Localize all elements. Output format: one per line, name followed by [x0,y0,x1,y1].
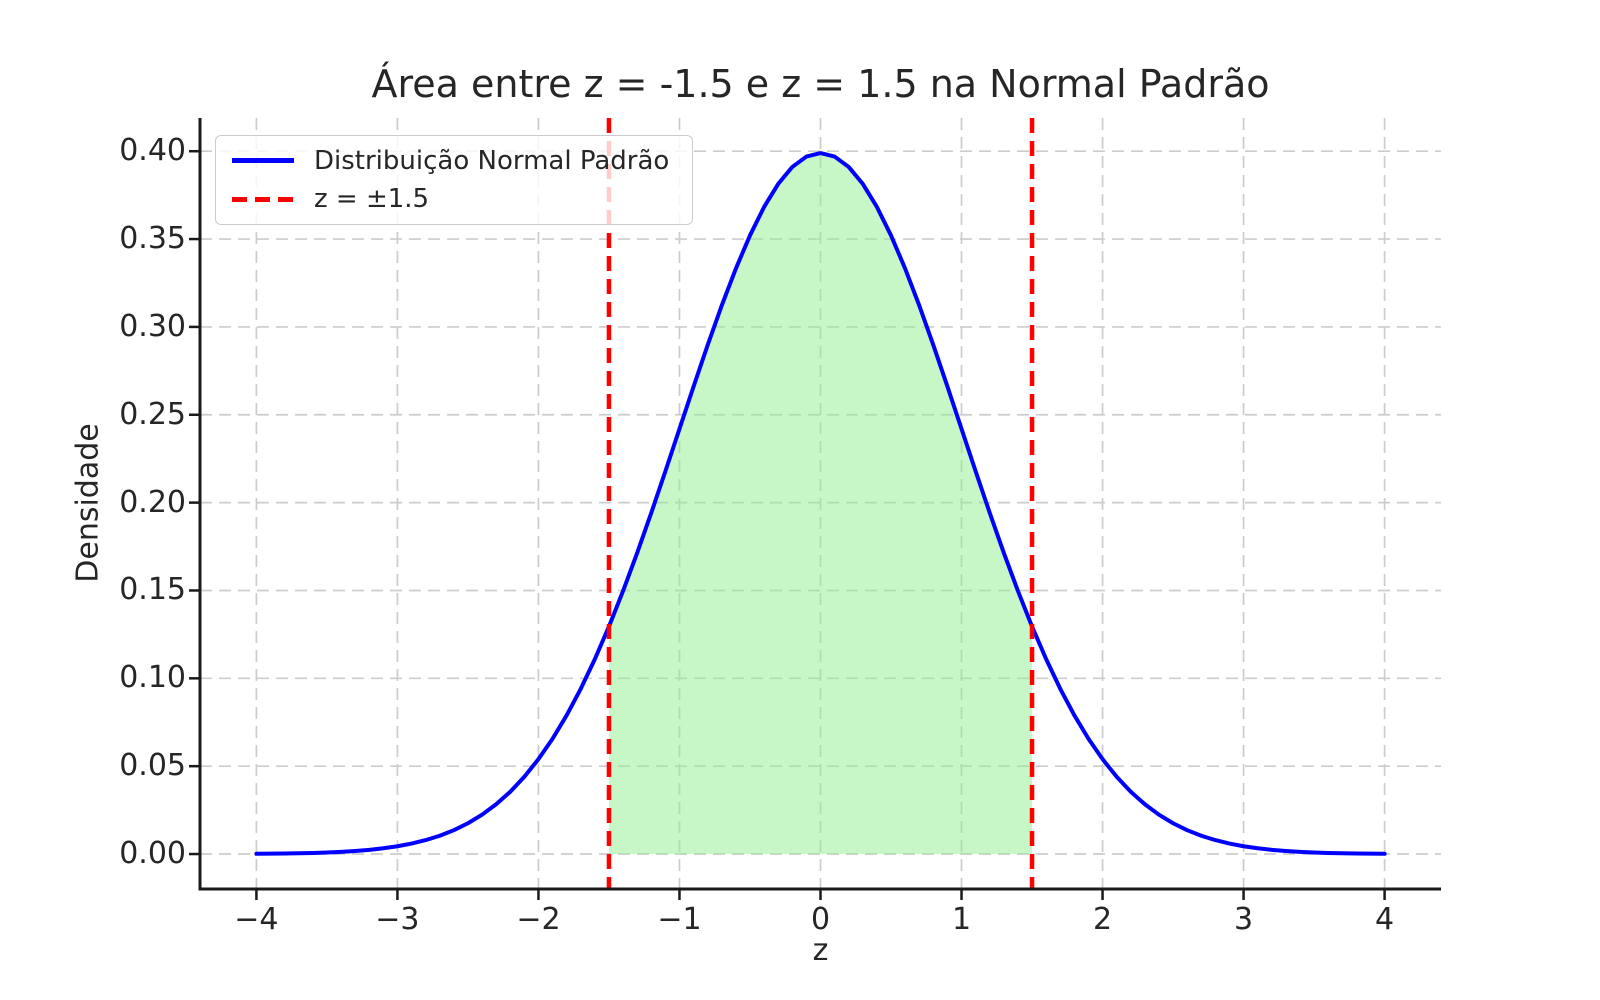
y-tick-label: 0.10 [119,660,186,696]
curve-group [254,151,1387,856]
normal-curve [254,151,1387,856]
legend-item-normal-curve: Distribuição Normal Padrão [216,143,692,179]
x-tick-label: −1 [657,902,702,937]
x-tick-label: 0 [810,902,831,937]
legend-item-vlines: z = ±1.5 [216,181,692,217]
y-tick-label: 0.15 [119,572,186,608]
legend-label-normal-curve: Distribuição Normal Padrão [314,145,670,176]
x-tick-label: 2 [1092,902,1113,937]
chart-title: Área entre z = -1.5 e z = 1.5 na Normal … [371,62,1270,106]
x-axis-label: z [812,933,829,968]
legend-solid-line-sample [232,158,294,163]
x-tick-label: 4 [1375,902,1395,937]
y-tick-label: 0.00 [119,836,186,872]
legend-dashed-line-sample [232,197,294,202]
shaded-area-group [608,153,1033,855]
legend: Distribuição Normal Padrão z = ±1.5 [215,135,693,225]
x-tick-label: 3 [1234,902,1254,937]
y-tick-label: 0.40 [119,133,186,169]
shaded-area [608,153,1033,855]
x-tick-label: −2 [516,902,561,937]
y-tick-label: 0.05 [119,748,186,784]
y-tick-label: 0.30 [119,308,186,344]
y-tick-label: 0.20 [119,484,186,520]
legend-label-vlines: z = ±1.5 [314,184,430,215]
vlines-group [606,118,1035,889]
x-tick-label: 1 [951,902,972,937]
y-tick-label: 0.35 [119,221,186,257]
x-tick-label: −4 [234,902,279,937]
x-tick-label: −3 [375,902,420,937]
y-tick-label: 0.25 [119,396,186,432]
tick-marks [189,149,1386,900]
